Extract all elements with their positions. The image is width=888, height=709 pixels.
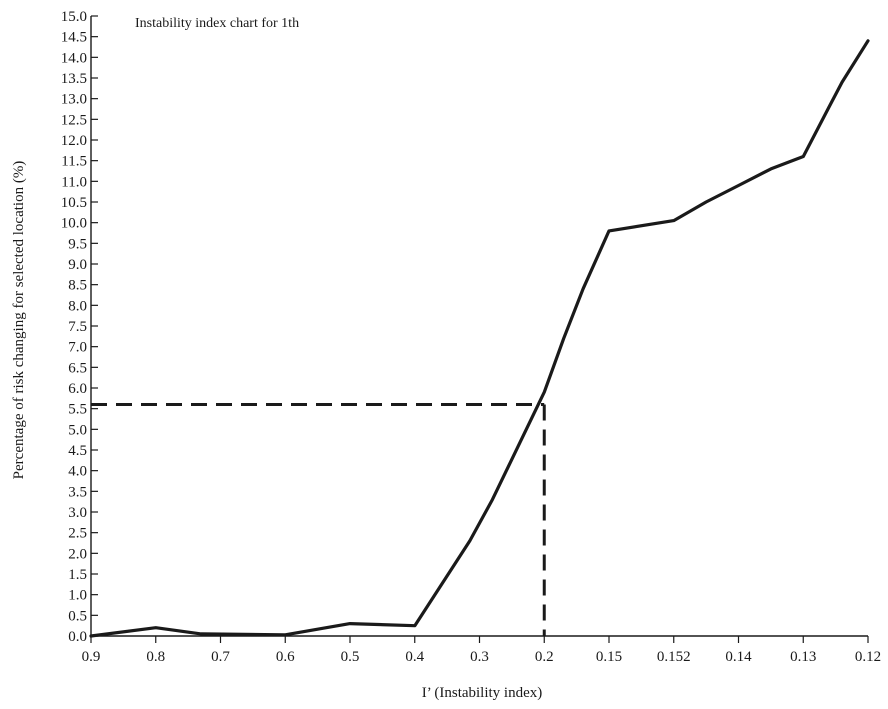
y-tick-label: 11.5 xyxy=(61,154,87,170)
y-tick-label: 11.0 xyxy=(61,174,87,190)
x-tick-label: 0.12 xyxy=(855,649,881,665)
x-tick-label: 0.4 xyxy=(405,649,424,665)
y-tick-label: 13.0 xyxy=(61,92,87,108)
series-layer xyxy=(89,39,870,638)
y-tick-label: 7.0 xyxy=(68,340,87,356)
y-tick-label: 12.5 xyxy=(61,112,87,128)
chart-title: Instability index chart for 1th xyxy=(135,16,299,31)
x-tick-label: 0.2 xyxy=(535,649,554,665)
x-tick-label: 0.9 xyxy=(82,649,101,665)
y-tick-label: 2.5 xyxy=(68,526,87,542)
y-axis: 0.0 0.5 1.0 1.5 2.0 2.5 3.0 3.5 4.0 4.5 5.0 5.5 6.0 6… xyxy=(61,9,98,645)
y-tick-label: 1.5 xyxy=(68,567,87,583)
y-axis-label: Percentage of risk changing for selected… xyxy=(11,161,27,480)
y-tick-label: 3.0 xyxy=(68,505,87,521)
y-tick-label: 3.5 xyxy=(68,484,87,500)
y-tick-label: 10.0 xyxy=(61,216,87,232)
y-tick-label: 9.0 xyxy=(68,257,87,273)
y-tick-label: 8.0 xyxy=(68,298,87,314)
y-tick-label: 5.0 xyxy=(68,422,87,438)
series-line xyxy=(89,39,870,638)
reference-lines xyxy=(91,403,546,636)
y-tick-label: 14.0 xyxy=(61,50,87,66)
x-tick-label: 0.6 xyxy=(276,649,295,665)
y-tick-label: 6.0 xyxy=(68,381,87,397)
x-tick-label: 0.15 xyxy=(596,649,622,665)
y-tick-label: 0.0 xyxy=(68,629,87,645)
x-axis-label: I’ (Instability index) xyxy=(422,685,543,701)
y-tick-label: 9.5 xyxy=(68,236,87,252)
y-tick-label: 6.5 xyxy=(68,360,87,376)
y-tick-label: 15.0 xyxy=(61,9,87,25)
y-tick-label: 7.5 xyxy=(68,319,87,335)
y-tick-label: 14.5 xyxy=(61,30,87,46)
y-tick-label: 8.5 xyxy=(68,278,87,294)
y-tick-label: 1.0 xyxy=(68,588,87,604)
y-tick-label: 0.5 xyxy=(68,608,87,624)
x-tick-label: 0.14 xyxy=(725,649,752,665)
y-tick-label: 2.0 xyxy=(68,546,87,562)
y-tick-label: 10.5 xyxy=(61,195,87,211)
x-tick-label: 0.7 xyxy=(211,649,230,665)
x-tick-label: 0.8 xyxy=(146,649,165,665)
x-tick-label: 0.3 xyxy=(470,649,489,665)
y-tick-label: 12.0 xyxy=(61,133,87,149)
x-tick-label: 0.13 xyxy=(790,649,816,665)
x-tick-label: 0.152 xyxy=(657,649,691,665)
y-tick-label: 5.5 xyxy=(68,402,87,418)
x-axis: 0.9 0.8 0.7 0.6 0.5 0.4 0.3 0.2 0.15 0.152 0.14 0.1… xyxy=(82,635,881,665)
y-tick-label: 4.5 xyxy=(68,443,87,459)
x-tick-label: 0.5 xyxy=(341,649,360,665)
y-tick-label: 4.0 xyxy=(68,464,87,480)
y-tick-label: 13.5 xyxy=(61,71,87,87)
